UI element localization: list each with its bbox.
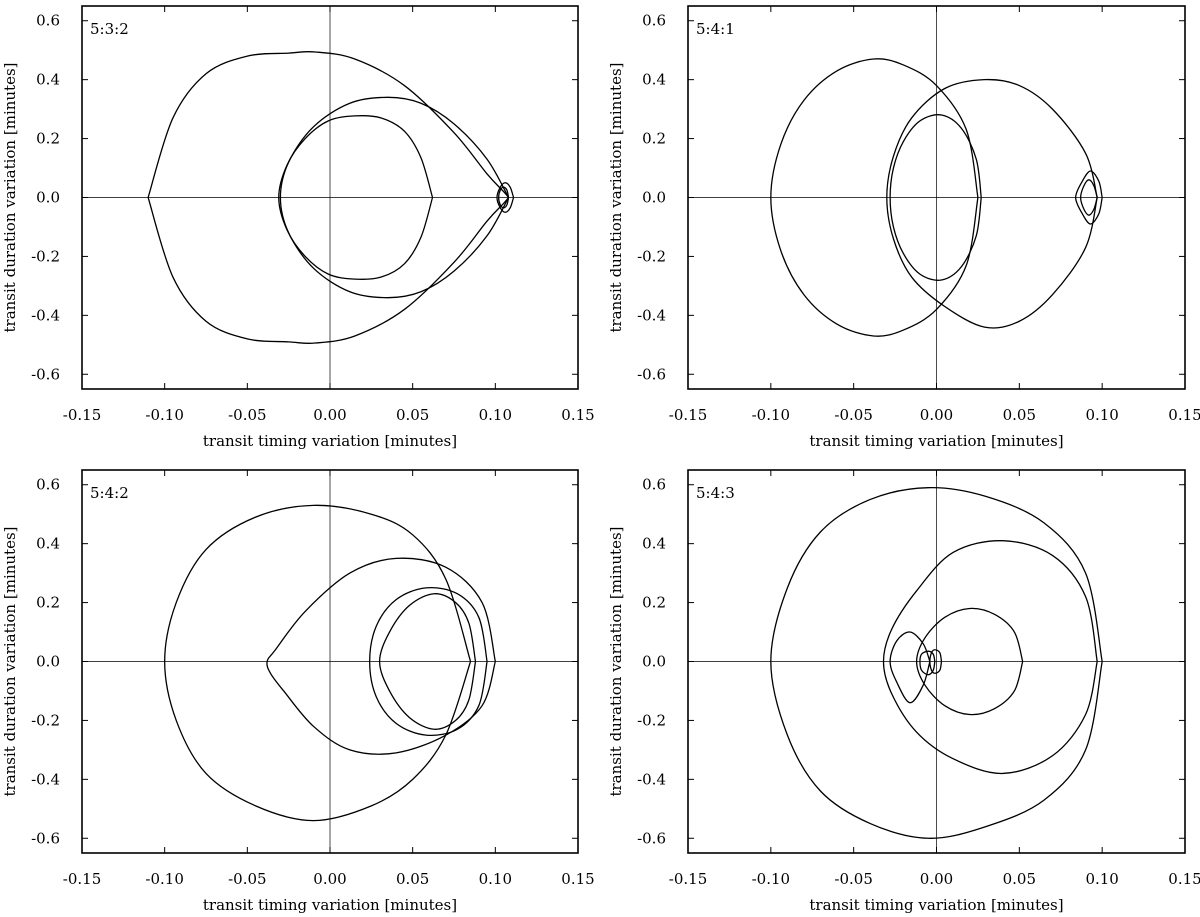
y-tick-label: 0.2 [642, 594, 666, 612]
x-axis-label: transit timing variation [minutes] [203, 896, 457, 914]
plot-frame [687, 5, 1186, 390]
panel-2: -0.15 -0.10 -0.05 0.00 0.05 0.10 0.15 0.6 0.4 0.2… [607, 5, 1200, 450]
y-tick-label: -0.6 [31, 829, 60, 847]
y-tick-label: 0.6 [36, 12, 60, 30]
x-tick-label: -0.15 [669, 406, 707, 424]
y-tick-label: -0.4 [31, 770, 60, 788]
y-tick-label: 0.0 [36, 189, 60, 207]
plot-frame [687, 469, 1186, 854]
x-tick-label: -0.05 [228, 870, 266, 888]
x-tick-label: 0.05 [1003, 406, 1036, 424]
x-tick-label: 0.10 [1085, 870, 1118, 888]
x-tick-label: 0.05 [1003, 870, 1036, 888]
x-tick-label: 0.00 [920, 406, 953, 424]
x-tick-label: 0.10 [479, 870, 512, 888]
y-tick-label: 0.4 [36, 535, 60, 553]
plot-frame [81, 469, 579, 854]
y-tick-label: 0.0 [642, 189, 666, 207]
series-curve-2 [886, 78, 1098, 329]
series-curve-3 [889, 114, 982, 281]
series-curve-2 [882, 540, 1098, 775]
x-tick-label: 0.05 [396, 406, 429, 424]
series-curve-3 [369, 586, 488, 737]
x-tick-label: 0.10 [479, 406, 512, 424]
series-curve-5 [1079, 179, 1098, 216]
y-axis-label: transit duration variation [minutes] [607, 62, 625, 332]
y-tick-label: -0.4 [31, 306, 60, 324]
y-tick-label: -0.2 [637, 247, 666, 265]
panel-1: -0.15 -0.10 -0.05 0.00 0.05 0.10 0.15 0.6 0.4 0.2… [1, 5, 595, 450]
y-tick-label: 0.4 [36, 71, 60, 89]
series-curve-6 [497, 186, 510, 209]
y-tick-label: 0.0 [642, 653, 666, 671]
y-tick-label: -0.2 [31, 247, 60, 265]
x-tick-label: 0.00 [920, 870, 953, 888]
series-curve-4 [278, 114, 434, 281]
y-tick-label: -0.2 [637, 711, 666, 729]
y-axis-label: transit duration variation [minutes] [607, 526, 625, 796]
series-curve-1 [770, 487, 1103, 839]
x-tick-label: 0.10 [1085, 406, 1118, 424]
y-tick-label: -0.4 [637, 770, 666, 788]
series-curve-1 [770, 58, 979, 337]
x-tick-label: 0.00 [313, 870, 346, 888]
x-tick-label: 0.15 [561, 406, 594, 424]
series-curve-3 [279, 96, 510, 299]
series-curve-1 [164, 504, 472, 822]
x-tick-label: -0.15 [669, 870, 707, 888]
series-curve-5 [496, 182, 515, 213]
series-curve-4 [889, 631, 931, 704]
x-tick-label: 0.00 [313, 406, 346, 424]
y-tick-label: 0.0 [36, 653, 60, 671]
series-curve-2 [266, 557, 496, 755]
y-tick-label: 0.6 [642, 476, 666, 494]
y-tick-label: -0.6 [31, 365, 60, 383]
series-curve-2 [147, 197, 510, 345]
series-curve-4 [378, 593, 477, 730]
y-tick-label: -0.2 [31, 711, 60, 729]
y-axis-label: transit duration variation [minutes] [1, 526, 19, 796]
x-tick-label: -0.05 [228, 406, 266, 424]
x-tick-label: -0.15 [63, 870, 101, 888]
panel-4: -0.15 -0.10 -0.05 0.00 0.05 0.10 0.15 0.6 0.4 0.2… [607, 469, 1200, 914]
x-tick-label: -0.10 [752, 406, 790, 424]
y-tick-label: 0.2 [36, 594, 60, 612]
y-axis-label: transit duration variation [minutes] [1, 62, 19, 332]
x-tick-label: 0.15 [1168, 870, 1200, 888]
panel-label: 5:3:2 [90, 20, 129, 38]
y-tick-label: 0.4 [642, 71, 666, 89]
series-curve-4 [1075, 170, 1103, 225]
x-tick-label: -0.10 [145, 406, 183, 424]
series-curve-1 [147, 50, 510, 198]
x-axis-label: transit timing variation [minutes] [809, 432, 1063, 450]
plot-frame [81, 5, 579, 390]
panel-label: 5:4:2 [90, 484, 129, 502]
y-tick-label: 0.4 [642, 535, 666, 553]
x-tick-label: 0.05 [396, 870, 429, 888]
x-axis-label: transit timing variation [minutes] [809, 896, 1063, 914]
panel-label: 5:4:1 [696, 20, 735, 38]
y-tick-label: 0.2 [36, 130, 60, 148]
y-tick-label: 0.2 [642, 130, 666, 148]
panel-label: 5:4:3 [696, 484, 735, 502]
x-tick-label: -0.10 [145, 870, 183, 888]
y-tick-label: 0.6 [642, 12, 666, 30]
y-tick-label: -0.6 [637, 365, 666, 383]
x-tick-label: -0.05 [834, 870, 872, 888]
x-tick-label: 0.15 [561, 870, 594, 888]
x-axis-label: transit timing variation [minutes] [203, 432, 457, 450]
x-tick-label: -0.10 [752, 870, 790, 888]
panel-3: -0.15 -0.10 -0.05 0.00 0.05 0.10 0.15 0.6 0.4 0.2… [1, 469, 595, 914]
series-curve-3 [915, 607, 1024, 716]
y-tick-label: -0.4 [637, 306, 666, 324]
x-tick-label: -0.15 [63, 406, 101, 424]
x-tick-label: -0.05 [834, 406, 872, 424]
y-tick-label: 0.6 [36, 476, 60, 494]
series-curve-6 [929, 649, 943, 674]
x-tick-label: 0.15 [1168, 406, 1200, 424]
y-tick-label: -0.6 [637, 829, 666, 847]
